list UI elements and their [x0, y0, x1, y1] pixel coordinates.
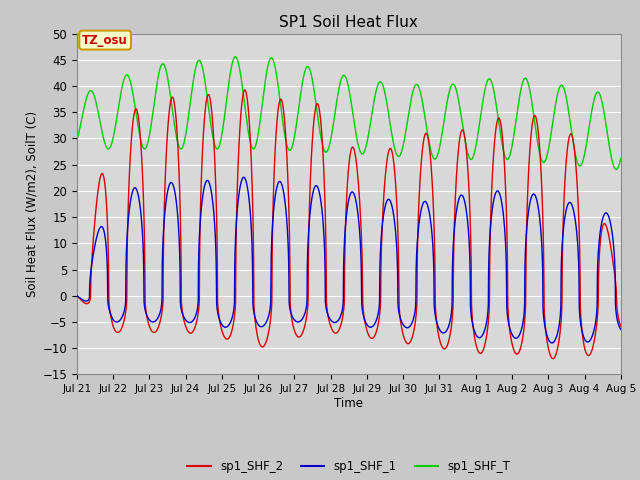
- Title: SP1 Soil Heat Flux: SP1 Soil Heat Flux: [280, 15, 418, 30]
- Text: TZ_osu: TZ_osu: [82, 34, 128, 47]
- Legend: sp1_SHF_2, sp1_SHF_1, sp1_SHF_T: sp1_SHF_2, sp1_SHF_1, sp1_SHF_T: [182, 455, 515, 478]
- Y-axis label: Soil Heat Flux (W/m2), SoilT (C): Soil Heat Flux (W/m2), SoilT (C): [25, 111, 38, 297]
- X-axis label: Time: Time: [334, 397, 364, 410]
